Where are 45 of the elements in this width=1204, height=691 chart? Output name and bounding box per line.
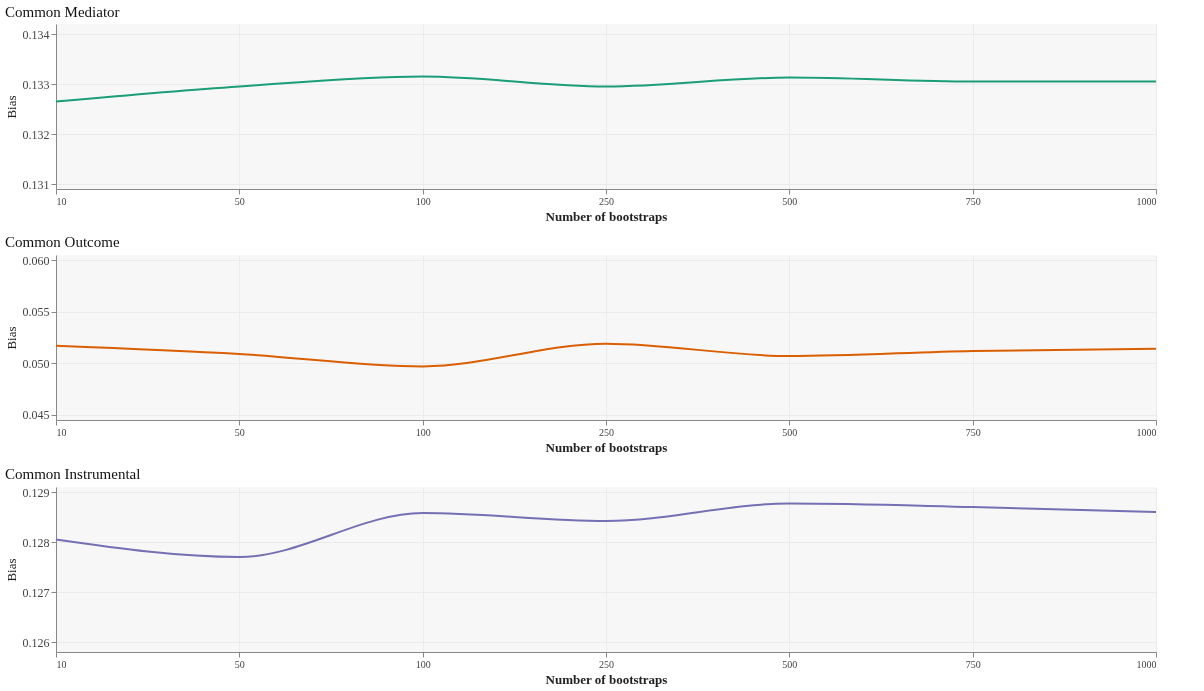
- x-tick-label: 250: [599, 426, 614, 438]
- y-tick-label: 0.132: [22, 127, 50, 142]
- x-tick-label: 1000: [1136, 658, 1157, 670]
- x-tick-label: 100: [415, 195, 431, 207]
- x-tick-label: 10: [56, 195, 67, 207]
- y-tick-label: 0.127: [22, 585, 50, 600]
- chart-title: Common Mediator: [5, 4, 120, 20]
- x-tick-label: 50: [234, 195, 245, 207]
- x-tick-label: 750: [965, 658, 981, 670]
- y-tick-label: 0.060: [22, 253, 50, 268]
- x-tick-label: 500: [782, 426, 798, 438]
- x-tick-label: 250: [599, 195, 614, 207]
- x-axis-title: Number of bootstraps: [545, 208, 668, 224]
- x-axis-title: Number of bootstraps: [545, 439, 668, 455]
- x-tick-label: 50: [234, 426, 245, 438]
- line-series: [55, 75, 1157, 103]
- chart-title: Common Instrumental: [5, 466, 141, 482]
- y-tick-label: 0.129: [22, 485, 50, 500]
- y-tick-label: 0.128: [22, 535, 50, 550]
- line-series: [55, 342, 1157, 368]
- x-tick-label: 500: [782, 195, 798, 207]
- x-tick-label: 50: [234, 658, 245, 670]
- x-tick-label: 10: [56, 426, 67, 438]
- x-tick-label: 100: [415, 658, 431, 670]
- x-tick-label: 10: [56, 658, 67, 670]
- x-tick-label: 750: [965, 195, 981, 207]
- y-tick-label: 0.126: [22, 635, 50, 650]
- y-tick-label: 0.133: [22, 77, 50, 92]
- y-tick-label: 0.134: [22, 27, 50, 42]
- x-tick-label: 250: [599, 658, 614, 670]
- y-tick-label: 0.055: [22, 305, 50, 320]
- x-tick-label: 750: [965, 426, 981, 438]
- x-tick-label: 100: [415, 426, 431, 438]
- y-tick-label: 0.045: [22, 408, 50, 423]
- y-axis-title: Bias: [3, 326, 19, 350]
- chart-title: Common Outcome: [5, 234, 120, 251]
- x-tick-label: 500: [782, 658, 798, 670]
- x-tick-label: 1000: [1136, 195, 1157, 207]
- x-tick-label: 1000: [1136, 426, 1157, 438]
- y-tick-label: 0.131: [22, 177, 50, 192]
- line-series: [55, 502, 1157, 558]
- y-tick-label: 0.050: [22, 356, 50, 371]
- y-axis-title: Bias: [3, 95, 19, 119]
- y-axis-title: Bias: [3, 558, 19, 582]
- x-axis-title: Number of bootstraps: [545, 671, 668, 687]
